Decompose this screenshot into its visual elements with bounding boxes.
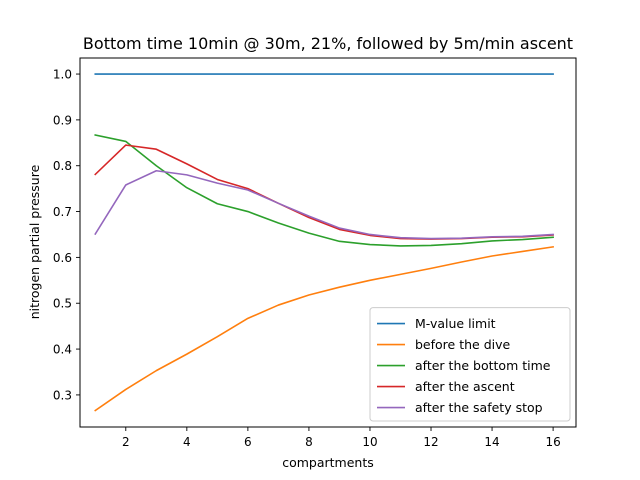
x-tick-label: 2 — [122, 435, 130, 449]
y-tick-label: 1.0 — [53, 68, 72, 82]
y-axis-ticks: 0.3 0.4 0.5 0.6 0.7 0.8 0.9 1.0 — [53, 68, 80, 402]
legend: M-value limit before the dive after the bo… — [369, 307, 571, 422]
x-axis-label: compartments — [282, 455, 374, 470]
x-tick-label: 14 — [484, 435, 499, 449]
y-tick-label: 0.9 — [53, 113, 72, 127]
y-tick-label: 0.3 — [53, 388, 72, 402]
series-line-2 — [94, 245, 555, 412]
legend-entry: before the dive — [415, 337, 510, 352]
legend-entry: after the ascent — [415, 379, 515, 394]
series-line-3 — [94, 134, 554, 247]
legend-entry: M-value limit — [415, 316, 496, 331]
chart-title: Bottom time 10min @ 30m, 21%, followed b… — [83, 34, 573, 53]
x-tick-label: 4 — [183, 435, 191, 449]
legend-box — [369, 307, 571, 422]
y-tick-label: 0.4 — [53, 343, 72, 357]
x-tick-label: 8 — [305, 435, 313, 449]
y-axis-label: nitrogen partial pressure — [27, 164, 42, 319]
x-tick-label: 6 — [244, 435, 252, 449]
legend-entry: after the bottom time — [415, 358, 551, 373]
y-tick-label: 0.5 — [53, 297, 72, 311]
y-tick-label: 0.8 — [53, 159, 72, 173]
series-lines — [94, 73, 555, 412]
plot-frame — [79, 57, 577, 428]
legend-entry: after the safety stop — [415, 400, 543, 415]
y-tick-label: 0.6 — [53, 251, 72, 265]
y-tick-label: 0.7 — [53, 205, 72, 219]
x-tick-label: 16 — [545, 435, 560, 449]
x-axis-ticks: 2 4 6 8 10 12 14 16 — [122, 427, 561, 449]
series-line-5 — [94, 169, 554, 240]
x-tick-label: 10 — [362, 435, 377, 449]
x-tick-label: 12 — [423, 435, 438, 449]
